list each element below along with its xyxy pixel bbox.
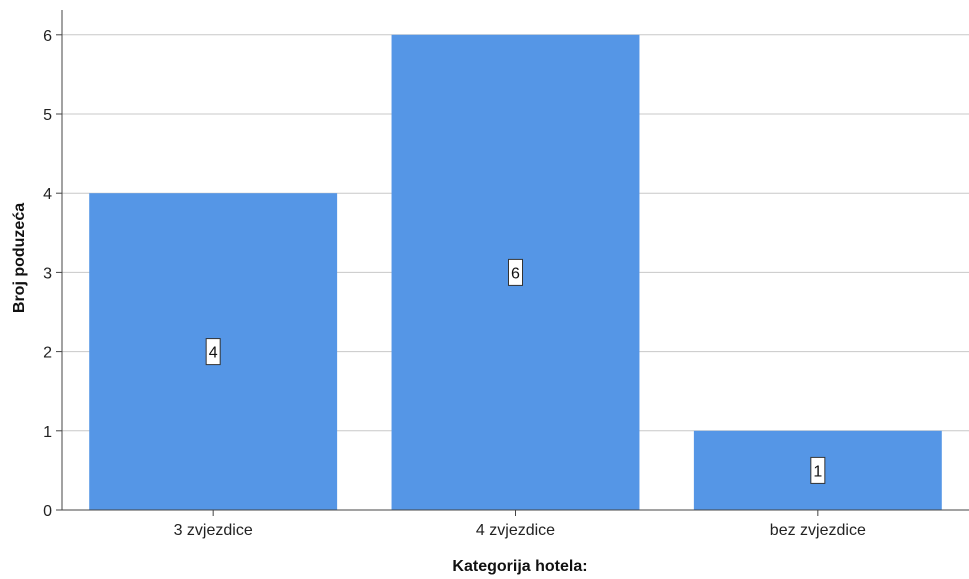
data-label: 4 (209, 345, 218, 362)
data-labels: 4 6 1 (205, 258, 826, 484)
y-tick-label: 1 (43, 424, 52, 441)
y-axis-title: Broj poduzeća (11, 203, 28, 313)
data-label: 6 (511, 265, 520, 282)
x-tick-label: 4 zvjezdice (476, 522, 555, 539)
x-tick-label: 3 zvjezdice (174, 522, 253, 539)
y-tick-label: 3 (43, 265, 52, 282)
y-tick-label: 4 (43, 186, 52, 203)
data-label-box (205, 338, 221, 366)
y-tick-label: 2 (43, 345, 52, 362)
data-label: 1 (813, 463, 822, 480)
y-tick-label: 0 (43, 503, 52, 520)
x-tick-label: bez zvjezdice (770, 522, 866, 539)
x-axis-title: Kategorija hotela: (452, 558, 587, 575)
y-tick-label: 6 (43, 28, 52, 45)
y-tick-label: 5 (43, 107, 52, 124)
data-label-box (508, 258, 523, 286)
axes: 0 1 2 3 4 5 6 3 zvjezdice 4 zvjezdice bez zvjezdi… (43, 10, 969, 539)
data-label-box (810, 456, 826, 484)
